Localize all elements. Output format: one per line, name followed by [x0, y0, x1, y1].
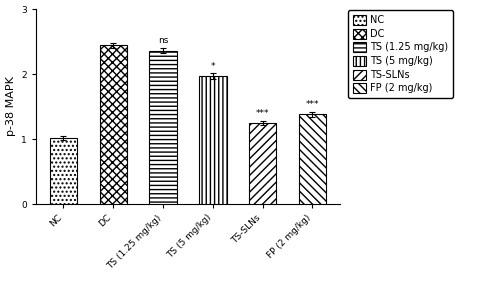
Legend: NC, DC, TS (1.25 mg/kg), TS (5 mg/kg), TS-SLNs, FP (2 mg/kg): NC, DC, TS (1.25 mg/kg), TS (5 mg/kg), T… [348, 10, 453, 98]
Text: ***: *** [306, 100, 319, 109]
Bar [50, 138, 77, 204]
Text: ***: *** [256, 109, 270, 118]
Bar [299, 114, 326, 204]
Text: *: * [210, 62, 215, 71]
Bar [249, 123, 276, 204]
Bar [100, 45, 127, 204]
Y-axis label: p-38 MAPK: p-38 MAPK [6, 76, 16, 136]
Text: ns: ns [158, 36, 168, 45]
Bar [199, 76, 226, 204]
Bar [150, 51, 176, 204]
